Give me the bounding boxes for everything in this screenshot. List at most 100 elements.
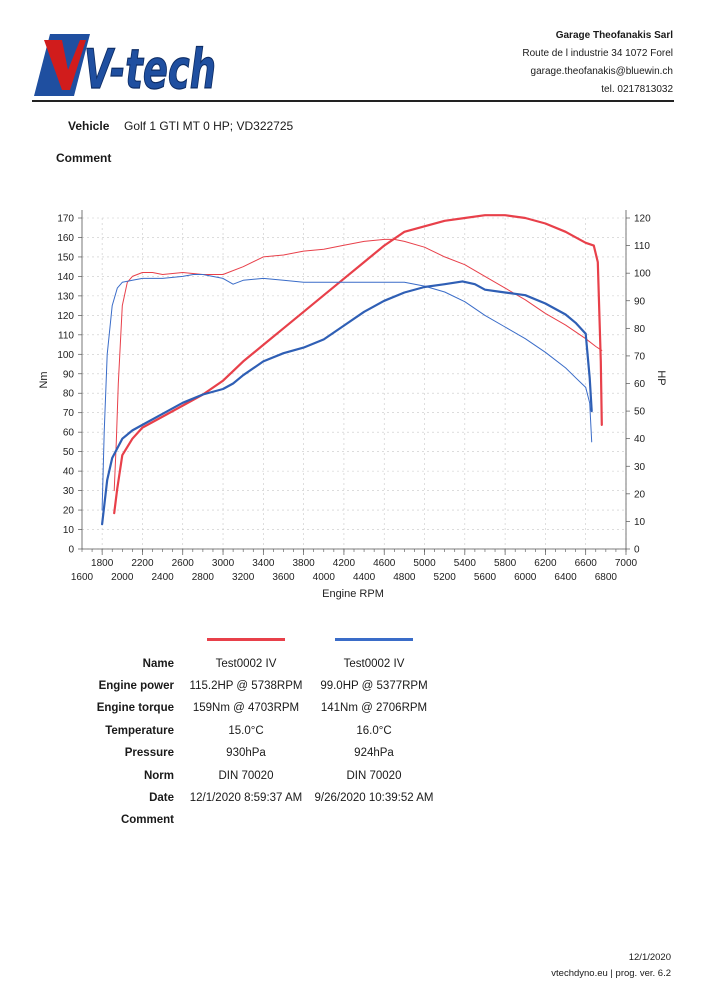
y-right-tick-label: 60 xyxy=(634,379,646,390)
vehicle-value: Golf 1 GTI MT 0 HP; VD322725 xyxy=(124,119,294,133)
x-tick-label-lower: 3200 xyxy=(232,572,255,583)
row-label: Engine torque xyxy=(96,702,174,715)
x-tick-label-upper: 7000 xyxy=(615,558,638,569)
y-right-tick-label: 0 xyxy=(634,545,640,556)
run-1-value: Test0002 IV xyxy=(215,657,277,670)
run-1-value xyxy=(182,809,310,831)
y-left-tick-label: 160 xyxy=(57,233,74,244)
y-right-tick-label: 100 xyxy=(634,269,651,280)
chart-grid xyxy=(82,217,627,550)
y-left-tick-label: 40 xyxy=(63,467,75,478)
x-tick-label-upper: 3800 xyxy=(293,558,316,569)
row-label: Engine power xyxy=(98,679,174,692)
y-right-tick-label: 110 xyxy=(634,241,650,252)
logo-text: V-tech xyxy=(84,38,216,101)
y-right-tick-label: 70 xyxy=(634,351,646,362)
chart-axes: 0102030405060708090100110120130140150160… xyxy=(57,210,651,583)
table-row: Date 12/1/2020 8:59:37 AM 9/26/2020 10:39:… xyxy=(90,787,438,809)
row-label: Pressure xyxy=(124,747,174,760)
header-divider xyxy=(32,100,674,102)
x-tick-label-lower: 4400 xyxy=(353,572,376,583)
x-tick-label-upper: 5800 xyxy=(494,558,517,569)
run-2-value: Test0002 IV xyxy=(343,657,405,670)
series-line-run1-power xyxy=(113,214,603,515)
logo-v-mark xyxy=(44,40,86,90)
y-left-tick-label: 0 xyxy=(68,545,74,556)
x-tick-label-lower: 2000 xyxy=(111,572,134,583)
run-1-value: 12/1/2020 8:59:37 AM xyxy=(189,791,303,804)
results-table: Name Test0002 IV Test0002 IV Engine power 11… xyxy=(90,630,438,832)
x-tick-label-upper: 3000 xyxy=(212,558,235,569)
x-axis-label: Engine RPM xyxy=(322,588,384,600)
y-left-tick-label: 120 xyxy=(57,311,74,322)
table-row: Engine torque 159Nm @ 4703RPM 141Nm @ 2706… xyxy=(90,697,438,719)
table-row: Engine power 115.2HP @ 5738RPM 99.0HP @ 53… xyxy=(90,675,438,697)
y-left-tick-label: 130 xyxy=(57,291,74,302)
table-row: Norm DIN 70020 DIN 70020 xyxy=(90,764,438,786)
row-label: Temperature xyxy=(105,724,174,737)
run-2-value xyxy=(310,809,438,831)
y-left-tick-label: 10 xyxy=(63,525,75,536)
x-tick-label-lower: 4000 xyxy=(313,572,336,583)
dyno-chart: 0102030405060708090100110120130140150160… xyxy=(38,210,667,600)
run-2-value: 16.0°C xyxy=(356,724,392,737)
series-line-run1-torque xyxy=(113,238,603,492)
y-left-tick-label: 140 xyxy=(57,272,74,283)
x-tick-label-upper: 6200 xyxy=(534,558,557,569)
x-tick-label-upper: 4600 xyxy=(373,558,396,569)
y-right-tick-label: 120 xyxy=(634,214,651,225)
x-tick-label-lower: 4800 xyxy=(393,572,416,583)
comment-label: Comment xyxy=(56,151,112,165)
run-1-value: 15.0°C xyxy=(228,724,264,737)
v-tech-logo: V-tech xyxy=(34,34,217,102)
y-axis-right-label: HP xyxy=(655,370,667,385)
x-tick-label-upper: 1800 xyxy=(91,558,114,569)
x-tick-label-lower: 6800 xyxy=(595,572,618,583)
y-left-tick-label: 150 xyxy=(57,252,74,263)
y-right-tick-label: 10 xyxy=(634,517,646,528)
y-left-tick-label: 90 xyxy=(63,369,75,380)
x-tick-label-lower: 2800 xyxy=(192,572,215,583)
x-tick-label-lower: 6000 xyxy=(514,572,537,583)
y-left-tick-label: 110 xyxy=(58,330,74,341)
x-tick-label-lower: 3600 xyxy=(272,572,295,583)
y-right-tick-label: 50 xyxy=(634,407,646,418)
row-label: Date xyxy=(149,791,174,804)
footer-version: vtechdyno.eu | prog. ver. 6.2 xyxy=(551,968,671,979)
run-1-value: 930hPa xyxy=(226,747,266,760)
row-label: Norm xyxy=(143,769,174,782)
y-axis-left-label: Nm xyxy=(38,371,50,388)
chart-series xyxy=(100,214,603,526)
y-left-tick-label: 60 xyxy=(63,428,75,439)
run-2-value: 924hPa xyxy=(354,747,394,760)
table-row: Comment xyxy=(90,809,438,831)
run-1-value: 159Nm @ 4703RPM xyxy=(192,702,300,715)
y-right-tick-label: 20 xyxy=(634,489,646,500)
y-left-tick-label: 70 xyxy=(63,408,75,419)
run-2-value: 9/26/2020 10:39:52 AM xyxy=(314,791,434,804)
table-row: Name Test0002 IV Test0002 IV xyxy=(90,652,438,674)
x-tick-label-upper: 2200 xyxy=(131,558,154,569)
legend-swatch-run-2 xyxy=(335,638,413,642)
series-line-run2-torque xyxy=(101,274,593,511)
footer-date: 12/1/2020 xyxy=(628,952,671,963)
table-row: Pressure 930hPa 924hPa xyxy=(90,742,438,764)
y-left-tick-label: 50 xyxy=(63,447,75,458)
y-right-tick-label: 40 xyxy=(634,434,646,445)
row-label: Comment xyxy=(120,814,174,827)
x-tick-label-lower: 5600 xyxy=(474,572,497,583)
y-left-tick-label: 100 xyxy=(57,350,74,361)
company-phone: tel. 0217813032 xyxy=(601,84,673,95)
y-left-tick-label: 20 xyxy=(63,506,75,517)
x-tick-label-lower: 2400 xyxy=(151,572,174,583)
run-2-value: 141Nm @ 2706RPM xyxy=(320,702,428,715)
legend-swatch-run-1 xyxy=(207,638,285,642)
x-tick-label-upper: 3400 xyxy=(252,558,275,569)
y-right-tick-label: 30 xyxy=(634,462,646,473)
company-name: Garage Theofanakis Sarl xyxy=(555,30,673,41)
y-left-tick-label: 30 xyxy=(63,486,75,497)
run-2-value: DIN 70020 xyxy=(346,769,402,782)
table-row: Temperature 15.0°C 16.0°C xyxy=(90,720,438,742)
x-tick-label-upper: 5000 xyxy=(413,558,436,569)
x-tick-label-upper: 5400 xyxy=(454,558,477,569)
